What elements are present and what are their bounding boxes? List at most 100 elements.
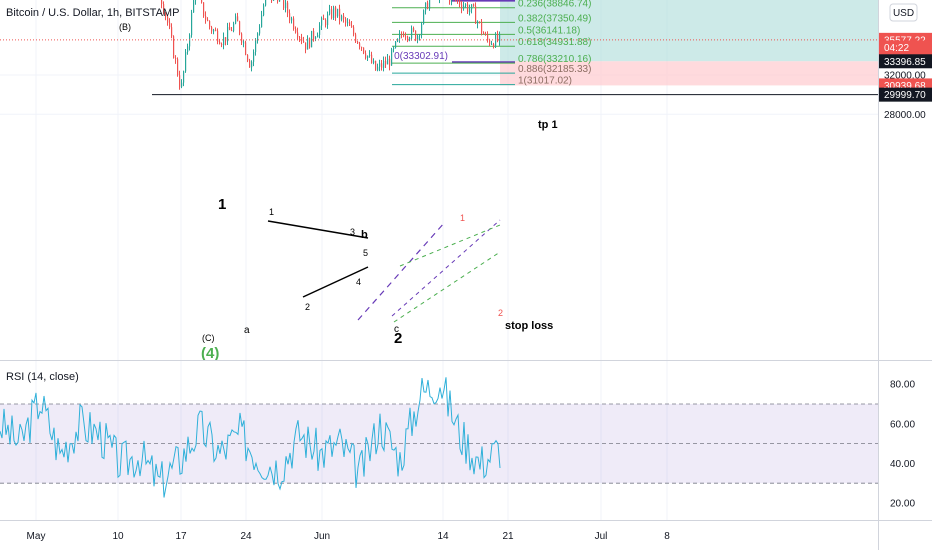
candle-body (307, 38, 309, 50)
x-tick-label: 24 (240, 531, 252, 542)
x-tick-label: 17 (175, 531, 187, 542)
candle-body (327, 14, 329, 26)
position-zones (500, 0, 878, 86)
candle-body (373, 60, 375, 63)
price-axis[interactable]: 56000.0052000.0048000.0044000.0040000.00… (884, 0, 926, 121)
stop-zone (500, 61, 878, 86)
candle-body (371, 54, 373, 63)
price-tag-label: 33396.85 (884, 57, 926, 68)
candle-body (483, 32, 485, 35)
candle-body (277, 0, 279, 2)
candle-body (217, 30, 219, 42)
candle-body (219, 41, 221, 45)
candle-body (413, 28, 415, 31)
candle-body (359, 43, 361, 48)
rsi-axis[interactable]: 80.00 60.00 40.00 20.00 (890, 380, 915, 510)
candle-body (481, 21, 483, 33)
candle-body (369, 54, 371, 56)
candle-body (383, 60, 385, 68)
x-tick-label: 8 (664, 531, 670, 542)
time-axis[interactable]: May 10 17 24 Jun 14 21 Jul 8 (27, 531, 671, 542)
candle-body (235, 16, 237, 24)
candle-body (291, 18, 293, 21)
candle-body (263, 5, 265, 16)
x-tick-label: 21 (502, 531, 514, 542)
candle-body (173, 36, 175, 59)
candle-body (169, 22, 171, 28)
price-tag-label: 29999.70 (884, 90, 926, 101)
rsi-title: RSI (14, close) (6, 371, 79, 383)
target-zone (500, 0, 878, 62)
candle-body (499, 33, 501, 41)
wave-label-sub-1: 1 (460, 213, 465, 223)
candle-body (251, 61, 253, 68)
wave-label-tri-5: 5 (363, 248, 368, 258)
candle-body (423, 10, 425, 24)
candle-body (357, 41, 359, 44)
candle-body (279, 0, 281, 2)
fib-ret-label: 0.786(33210.16) (518, 54, 591, 65)
candle-body (179, 75, 181, 87)
channel-line-mid (391, 219, 501, 317)
price-tag: 29999.70 (879, 87, 932, 102)
wave-labels: (B) 1 (C) (4) a 1 2 3 b 4 5 c 2 1 2 tp 1… (119, 22, 558, 362)
candle-body (393, 47, 395, 50)
candle-body (283, 0, 285, 9)
wave-label-tri-1: 1 (269, 207, 274, 217)
candle-body (493, 43, 495, 48)
fib-ret-label: 0.886(32185.33) (518, 64, 591, 75)
candle-body (209, 21, 211, 28)
candle-body (293, 18, 295, 29)
candle-body (347, 22, 349, 24)
candle-body (399, 34, 401, 39)
candle-body (253, 51, 255, 62)
candle-body (239, 21, 241, 34)
candle-body (223, 37, 225, 45)
candle-body (485, 34, 487, 36)
currency-button[interactable]: USD (889, 3, 918, 22)
candle-body (311, 30, 313, 48)
candle-body (389, 58, 391, 66)
candle-body (287, 2, 289, 14)
symbol-title: Bitcoin / U.S. Dollar, 1h, BITSTAMP (6, 7, 179, 19)
candle-body (417, 36, 419, 41)
candle-body (309, 38, 311, 48)
candle-body (215, 29, 217, 31)
candle-body (401, 34, 403, 36)
candle-body (425, 2, 427, 11)
rsi-tick-label: 20.00 (890, 499, 915, 510)
candle-body (403, 34, 405, 37)
candle-body (295, 28, 297, 33)
rsi-line (0, 377, 501, 498)
candle-body (497, 34, 499, 41)
candle-body (175, 58, 177, 60)
x-tick-label: 10 (112, 531, 124, 542)
candle-body (415, 30, 417, 41)
candle-body (221, 44, 223, 46)
candle-body (313, 30, 315, 39)
candle-body (255, 39, 257, 52)
candle-body (351, 25, 353, 28)
candle-body (487, 34, 489, 41)
candle-body (375, 60, 377, 71)
candle-body (181, 82, 183, 87)
candle-body (407, 36, 409, 40)
channel-line-green-2 (393, 251, 501, 323)
fib-ret-label: 0.236(38846.74) (518, 0, 591, 10)
candle-body (233, 23, 235, 31)
candle-body (367, 55, 369, 58)
rsi-band-lines (0, 403, 878, 484)
candle-body (245, 42, 247, 55)
candle-body (165, 13, 167, 17)
candle-body (301, 37, 303, 42)
candle-body (333, 7, 335, 19)
candle-body (491, 43, 493, 45)
wave-label-B: (B) (119, 22, 131, 32)
triangle-lower-line (302, 266, 369, 298)
candle-body (381, 63, 383, 68)
candle-body (469, 9, 471, 12)
candle-body (249, 60, 251, 68)
rsi-pane: RSI (14, close) (0, 371, 878, 498)
channel-line-left (357, 221, 446, 321)
